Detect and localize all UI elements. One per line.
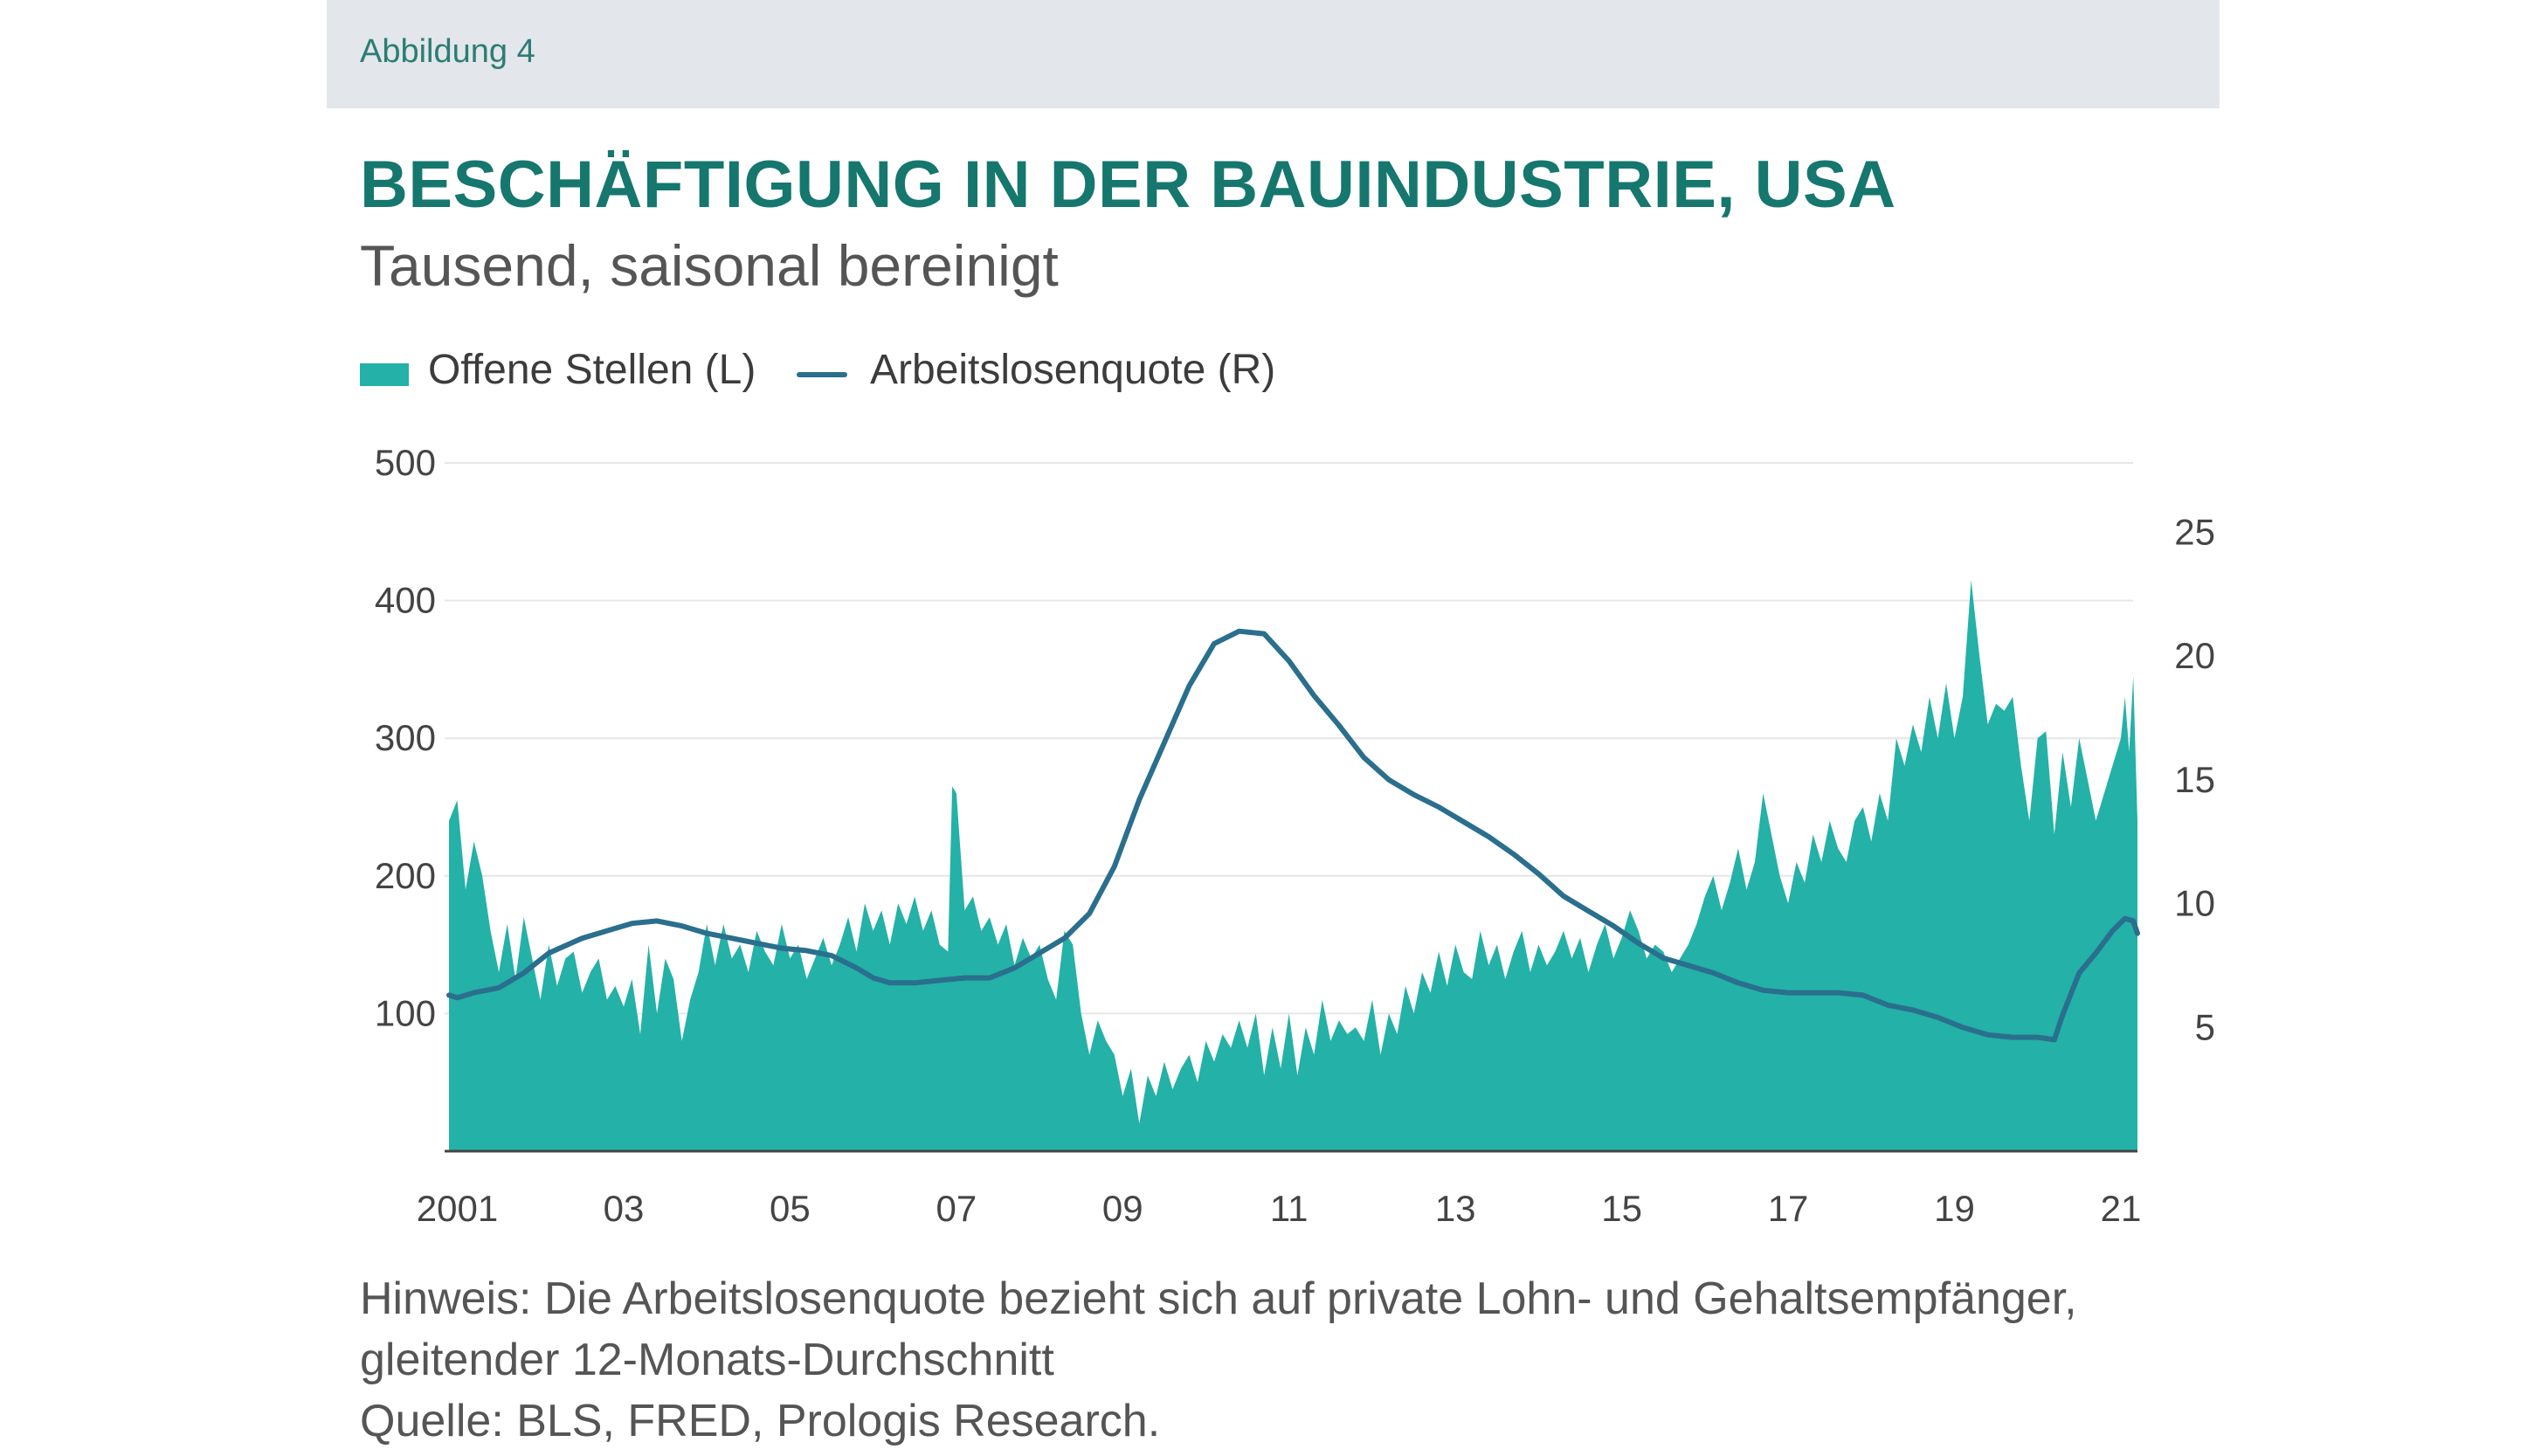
right-tick-label-10: 10: [2174, 883, 2215, 924]
line-swatch-icon: [797, 372, 847, 377]
note-line-2: gleitender 12-Monats-Durchschnitt: [360, 1335, 1054, 1385]
x-tick-label-07: 07: [936, 1188, 977, 1229]
x-tick-label-15: 15: [1601, 1188, 1642, 1229]
right-tick-label-15: 15: [2174, 759, 2215, 800]
legend: Offene Stellen (L) Arbeitslosenquote (R): [360, 346, 1495, 398]
x-tick-label-03: 03: [604, 1188, 645, 1229]
x-tick-label-21: 21: [2101, 1188, 2142, 1229]
left-tick-label-400: 400: [375, 580, 436, 621]
left-tick-label-100: 100: [375, 992, 436, 1033]
right-tick-label-25: 25: [2174, 511, 2215, 552]
source-line: Quelle: BLS, FRED, Prologis Research.: [360, 1396, 1161, 1446]
header-band: Abbildung 4: [327, 0, 2220, 108]
note-line-1: Hinweis: Die Arbeitslosenquote bezieht s…: [360, 1273, 2077, 1324]
x-tick-label-2001: 2001: [417, 1188, 498, 1229]
chart-notes: Hinweis: Die Arbeitslosenquote bezieht s…: [360, 1268, 2077, 1452]
area-swatch-icon: [360, 363, 409, 386]
x-tick-label-11: 11: [1270, 1188, 1309, 1229]
figure-card: Abbildung 4 BESCHÄFTIGUNG IN DER BAUINDU…: [327, 0, 2220, 1456]
left-tick-label-200: 200: [375, 855, 436, 896]
left-tick-label-500: 500: [375, 442, 436, 483]
legend-label-line: Arbeitslosenquote (R): [870, 347, 1276, 393]
x-tick-label-19: 19: [1934, 1188, 1975, 1229]
right-tick-label-20: 20: [2174, 635, 2215, 676]
series-line-arbeitslosenquote: [446, 628, 2140, 1043]
x-tick-label-05: 05: [770, 1188, 811, 1229]
right-tick-label-5: 5: [2195, 1006, 2215, 1047]
series-area-offene-stellen: [449, 580, 2137, 1151]
figure-label: Abbildung 4: [360, 33, 535, 70]
chart-subtitle: Tausend, saisonal bereinigt: [360, 233, 1059, 298]
x-tick-label-09: 09: [1102, 1188, 1143, 1229]
x-tick-label-13: 13: [1435, 1188, 1476, 1229]
legend-label-area: Offene Stellen (L): [428, 347, 756, 393]
chart-canvas: 100 200 300 400 500 5 10 15 20 25 2001 03 05 07 09 11 13…: [375, 442, 2215, 1229]
x-tick-label-17: 17: [1768, 1188, 1809, 1229]
left-tick-label-300: 300: [375, 717, 436, 758]
chart-title: BESCHÄFTIGUNG IN DER BAUINDUSTRIE, USA: [360, 148, 1896, 222]
